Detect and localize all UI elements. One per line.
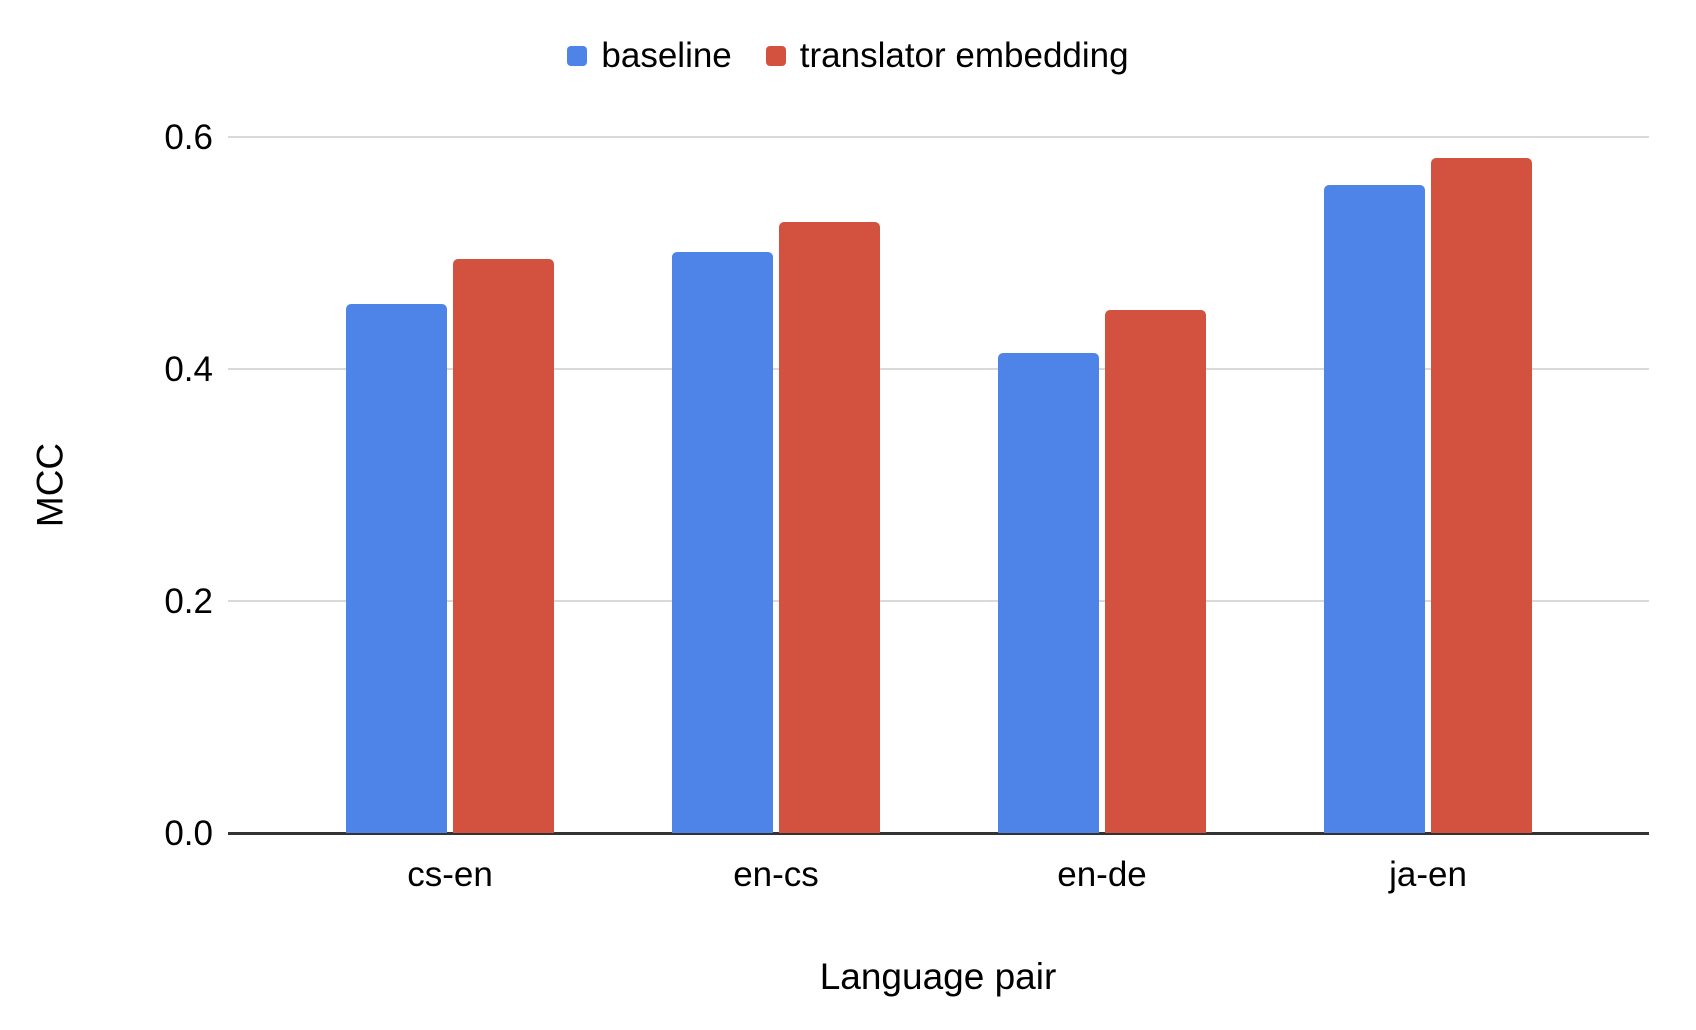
legend-label-baseline: baseline	[601, 36, 732, 75]
legend-swatch-baseline	[567, 45, 588, 66]
x-axis-title: Language pair	[819, 956, 1057, 997]
x-tick-label-en-de: en-de	[1057, 855, 1147, 894]
x-tick-label-en-cs: en-cs	[733, 855, 819, 894]
bar-translator-embedding-en-cs	[779, 221, 880, 833]
legend-item-translator-embedding: translator embedding	[765, 36, 1129, 75]
y-tick-label-0.2: 0.2	[164, 582, 213, 621]
chart-legend: baseline translator embedding	[0, 38, 1696, 73]
legend-item-baseline: baseline	[567, 36, 732, 75]
bar-translator-embedding-en-de	[1105, 309, 1206, 833]
plot-area	[228, 136, 1649, 835]
bar-baseline-en-cs	[672, 251, 773, 833]
gridline-0.2	[228, 600, 1649, 602]
legend-label-translator-embedding: translator embedding	[799, 36, 1129, 75]
y-tick-label-0.0: 0.0	[164, 814, 213, 853]
bar-translator-embedding-ja-en	[1431, 157, 1532, 833]
bar-baseline-en-de	[998, 352, 1099, 833]
gridline-0.6	[228, 136, 1649, 138]
bar-baseline-ja-en	[1324, 184, 1425, 833]
x-tick-label-ja-en: ja-en	[1389, 855, 1467, 894]
y-axis-title: MCC	[29, 442, 71, 528]
bar-baseline-cs-en	[346, 304, 447, 833]
legend-swatch-translator-embedding	[765, 45, 786, 66]
x-axis-line	[228, 832, 1649, 835]
x-tick-label-cs-en: cs-en	[407, 855, 493, 894]
y-tick-label-0.4: 0.4	[164, 350, 213, 389]
gridline-0.4	[228, 368, 1649, 370]
bar-translator-embedding-cs-en	[453, 258, 554, 833]
y-tick-label-0.6: 0.6	[164, 118, 213, 157]
